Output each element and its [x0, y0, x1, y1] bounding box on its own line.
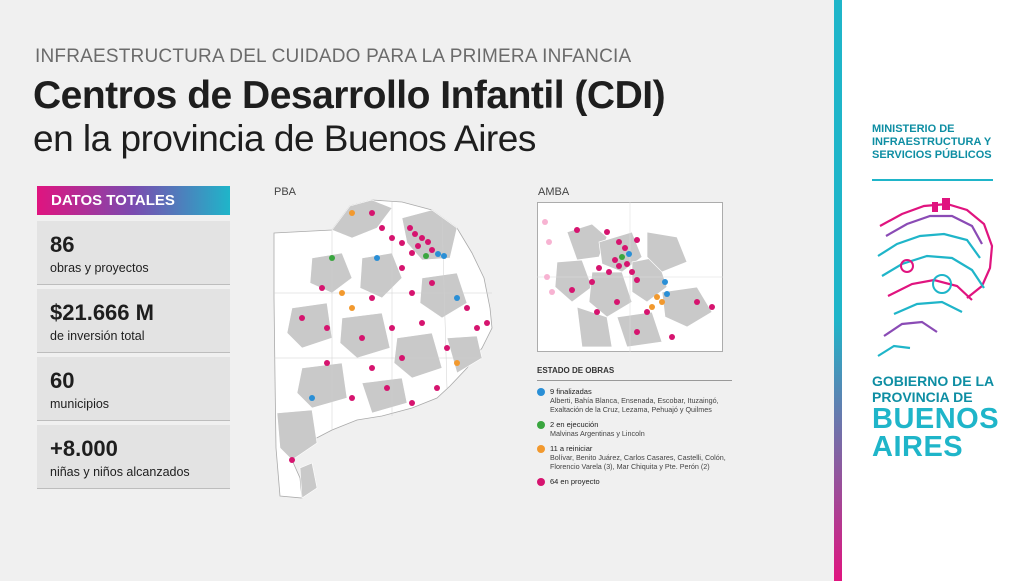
- ministry-divider: [872, 179, 993, 181]
- stat-label: niñas y niños alcanzados: [50, 465, 190, 479]
- amba-map: [537, 202, 723, 352]
- legend-item-desc: Malvinas Argentinas y Lincoln: [550, 429, 645, 438]
- legend-item-project: 64 en proyecto: [537, 477, 732, 486]
- legend-item-in-progress: 2 en ejecución Malvinas Argentinas y Lin…: [537, 420, 732, 438]
- legend-item-desc: Alberti, Bahía Blanca, Ensenada, Escobar…: [550, 396, 719, 414]
- legend: ESTADO DE OBRAS 9 finalizadas Alberti, B…: [537, 366, 732, 486]
- stat-card-works: 86 obras y proyectos: [37, 221, 230, 285]
- kicker-text: INFRAESTRUCTURA DEL CUIDADO PARA LA PRIM…: [35, 46, 632, 67]
- stat-value: $21.666 M: [50, 300, 154, 325]
- legend-item-title: 9 finalizadas: [550, 387, 592, 396]
- stat-value: +8.000: [50, 436, 118, 461]
- stat-card-children: +8.000 niñas y niños alcanzados: [37, 425, 230, 489]
- legend-item-restart: 11 a reiniciar Bolívar, Benito Juárez, C…: [537, 444, 732, 471]
- legend-item-title: 64 en proyecto: [550, 477, 600, 486]
- legend-item-desc: Bolívar, Benito Juárez, Carlos Casares, …: [550, 453, 726, 471]
- magenta-dot-icon: [537, 478, 545, 486]
- stat-card-municipalities: 60 municipios: [37, 357, 230, 421]
- stat-label: obras y proyectos: [50, 261, 149, 275]
- orange-dot-icon: [537, 445, 545, 453]
- stat-value: 86: [50, 232, 75, 257]
- logotype-aires: AIRES: [872, 431, 964, 463]
- legend-item-finished: 9 finalizadas Alberti, Bahía Blanca, Ens…: [537, 387, 732, 414]
- stat-label: de inversión total: [50, 329, 145, 343]
- pba-map-label: PBA: [274, 186, 297, 198]
- government-line-1: GOBIERNO DE LA: [872, 373, 995, 389]
- page-title: Centros de Desarrollo Infantil (CDI): [33, 74, 666, 117]
- stat-card-investment: $21.666 M de inversión total: [37, 289, 230, 353]
- accent-stripe: [834, 0, 842, 581]
- government-name: GOBIERNO DE LA PROVINCIA DE: [872, 373, 994, 405]
- government-line-2: PROVINCIA DE: [872, 389, 973, 405]
- pba-map: [273, 199, 493, 499]
- legend-title: ESTADO DE OBRAS: [537, 366, 732, 381]
- stat-value: 60: [50, 368, 75, 393]
- province-emblem-icon: [877, 198, 994, 357]
- logotype-buenos: BUENOS: [872, 403, 1000, 435]
- brand-panel: [842, 0, 1024, 581]
- green-dot-icon: [537, 421, 545, 429]
- legend-item-title: 11 a reiniciar: [550, 444, 593, 453]
- amba-map-label: AMBA: [538, 186, 570, 198]
- blue-dot-icon: [537, 388, 545, 396]
- totals-badge: DATOS TOTALES: [37, 186, 230, 215]
- stat-label: municipios: [50, 397, 110, 411]
- ministry-name: MINISTERIO DE INFRAESTRUCTURA Y SERVICIO…: [872, 123, 992, 161]
- page-subtitle: en la provincia de Buenos Aires: [33, 118, 536, 159]
- legend-item-title: 2 en ejecución: [550, 420, 599, 429]
- province-logotype: BUENOS AIRES: [872, 403, 1000, 463]
